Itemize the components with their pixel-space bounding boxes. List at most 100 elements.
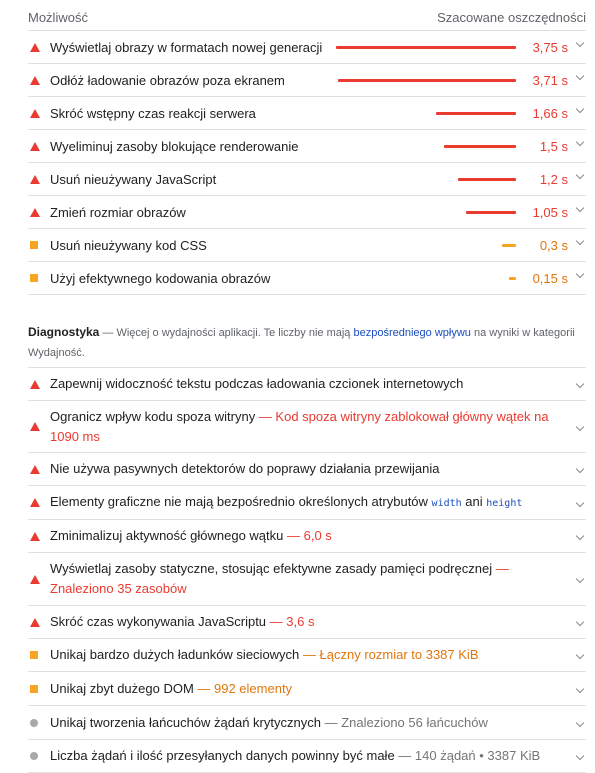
severity-icon-cell	[28, 718, 46, 727]
diagnostic-row[interactable]: Liczba żądań i ilość przesyłanych danych…	[28, 739, 586, 773]
chevron-down-icon[interactable]	[575, 718, 585, 727]
severity-icon-cell	[28, 464, 46, 474]
chevron-down-icon[interactable]	[575, 203, 585, 213]
opportunities-list: Wyświetlaj obrazy w formatach nowej gene…	[28, 30, 586, 295]
chevron-down-icon[interactable]	[575, 379, 585, 389]
diagnostic-row[interactable]: Wyświetlaj zasoby statyczne, stosując ef…	[28, 552, 586, 605]
savings-bar	[502, 244, 516, 247]
diagnostic-row[interactable]: Unikaj tworzenia łańcuchów żądań krytycz…	[28, 705, 586, 739]
savings-bar	[444, 145, 516, 148]
chevron-down-icon[interactable]	[575, 684, 585, 693]
severity-icon-cell	[28, 422, 46, 431]
diagnostics-header: Diagnostyka — Więcej o wydajności aplika…	[28, 322, 583, 363]
severity-icon-cell	[28, 574, 46, 584]
chevron-down-icon[interactable]	[575, 531, 585, 541]
savings-value: 3,71 s	[532, 72, 568, 88]
opportunity-row[interactable]: Użyj efektywnego kodowania obrazów 0,15 s	[28, 261, 586, 295]
severity-icon-cell	[28, 684, 46, 693]
diagnostic-detail: — 6,0 s	[283, 528, 332, 543]
average-square-icon	[30, 651, 38, 659]
savings-value: 1,05 s	[532, 204, 568, 220]
opportunity-row[interactable]: Usuń nieużywany kod CSS 0,3 s	[28, 228, 586, 261]
savings-bar	[458, 178, 516, 181]
diagnostics-title: Diagnostyka	[28, 325, 100, 339]
opportunity-row[interactable]: Wyświetlaj obrazy w formatach nowej gene…	[28, 30, 586, 63]
diagnostic-row[interactable]: Elementy graficzne nie mają bezpośrednio…	[28, 485, 586, 519]
chevron-down-icon[interactable]	[575, 38, 585, 48]
opportunity-row[interactable]: Usuń nieużywany JavaScript 1,2 s	[28, 162, 586, 195]
chevron-down-icon[interactable]	[575, 751, 585, 761]
severity-icon-cell	[28, 141, 46, 151]
severity-icon-cell	[28, 241, 46, 249]
diagnostic-title: Elementy graficzne nie mają bezpośrednio…	[50, 493, 428, 509]
diagnostic-text: Zminimalizuj aktywność głównego wątku — …	[50, 526, 362, 546]
savings-value: 0,15 s	[532, 270, 568, 286]
diagnostic-title: Ogranicz wpływ kodu spoza witryny	[50, 408, 256, 424]
diagnostic-row[interactable]: Unikaj zbyt dużego DOM — 992 elementy	[28, 671, 586, 705]
chevron-down-icon[interactable]	[575, 71, 585, 81]
savings-bar	[336, 46, 516, 49]
severity-icon-cell	[28, 752, 46, 760]
diagnostic-text: Unikaj tworzenia łańcuchów żądań krytycz…	[50, 713, 518, 733]
savings-column-label: Szacowane oszczędności	[437, 9, 586, 25]
average-square-icon	[30, 274, 38, 282]
diagnostic-detail: — Znaleziono 56 łańcuchów	[320, 714, 488, 730]
diagnostic-title: Nie używa pasywnych detektorów do popraw…	[50, 461, 440, 476]
savings-bar	[466, 211, 516, 214]
fail-triangle-icon	[30, 174, 40, 184]
chevron-down-icon[interactable]	[575, 236, 585, 246]
diagnostics-list: Zapewnij widoczność tekstu podczas ładow…	[28, 367, 586, 773]
severity-icon-cell	[28, 174, 46, 184]
diagnostic-detail: — 140 żądań • 3387 KiB	[394, 748, 541, 763]
opportunity-column-label: Możliwość	[28, 9, 88, 25]
diagnostic-title: Wyświetlaj zasoby statyczne, stosując ef…	[50, 561, 493, 576]
severity-icon-cell	[28, 617, 46, 627]
diagnostic-title: Liczba żądań i ilość przesyłanych danych…	[50, 748, 395, 763]
chevron-down-icon[interactable]	[575, 617, 585, 627]
opportunity-title: Użyj efektywnego kodowania obrazów	[50, 270, 271, 286]
opportunity-row[interactable]: Zmień rozmiar obrazów 1,05 s	[28, 195, 586, 228]
diagnostic-text: Nie używa pasywnych detektorów do popraw…	[50, 459, 469, 479]
diagnostics-intro-end: na wyniki w kategorii Wydajność.	[28, 327, 575, 359]
chevron-down-icon[interactable]	[575, 104, 585, 114]
chevron-down-icon[interactable]	[575, 137, 585, 147]
diagnostic-detail: — 3,6 s	[266, 614, 315, 629]
severity-icon-cell	[28, 498, 46, 507]
fail-triangle-icon	[30, 75, 40, 85]
chevron-down-icon[interactable]	[575, 498, 585, 507]
diagnostic-row[interactable]: Nie używa pasywnych detektorów do popraw…	[28, 452, 586, 485]
severity-icon-cell	[28, 379, 46, 389]
chevron-down-icon[interactable]	[575, 464, 585, 474]
opportunity-title: Wyeliminuj zasoby blokujące renderowanie	[50, 138, 299, 154]
average-square-icon	[30, 684, 38, 693]
opportunity-row[interactable]: Skróć wstępny czas reakcji serwera 1,66 s	[28, 96, 586, 129]
opportunity-title: Zmień rozmiar obrazów	[50, 204, 186, 220]
fail-triangle-icon	[30, 42, 40, 52]
info-circle-icon	[30, 752, 38, 760]
diagnostic-text: Skróć czas wykonywania JavaScriptu — 3,6…	[50, 612, 344, 632]
diagnostic-row[interactable]: Unikaj bardzo dużych ładunków sieciowych…	[28, 638, 586, 671]
fail-triangle-icon	[30, 422, 40, 431]
opportunity-row[interactable]: Odłóż ładowanie obrazów poza ekranem 3,71…	[28, 63, 586, 96]
fail-triangle-icon	[30, 207, 40, 217]
fail-triangle-icon	[30, 617, 40, 627]
direct-impact-link[interactable]: bezpośredniego wpływu	[353, 327, 471, 339]
fail-triangle-icon	[30, 379, 40, 389]
severity-icon-cell	[28, 531, 46, 541]
severity-icon-cell	[28, 651, 46, 659]
severity-icon-cell	[28, 108, 46, 118]
diagnostic-row[interactable]: Zminimalizuj aktywność głównego wątku — …	[28, 519, 586, 552]
opportunity-title: Wyświetlaj obrazy w formatach nowej gene…	[50, 39, 323, 55]
diagnostic-text: Ogranicz wpływ kodu spoza witryny — Kod …	[50, 407, 586, 447]
diagnostic-text: Elementy graficzne nie mają bezpośrednio…	[50, 493, 523, 509]
diagnostic-row[interactable]: Ogranicz wpływ kodu spoza witryny — Kod …	[28, 400, 586, 452]
diagnostic-row[interactable]: Skróć czas wykonywania JavaScriptu — 3,6…	[28, 605, 586, 638]
chevron-down-icon[interactable]	[575, 269, 585, 279]
diagnostic-detail: — Łączny rozmiar to 3387 KiB	[299, 647, 479, 662]
diagnostic-row[interactable]: Zapewnij widoczność tekstu podczas ładow…	[28, 367, 586, 400]
chevron-down-icon[interactable]	[575, 170, 585, 180]
info-circle-icon	[30, 718, 38, 727]
opportunity-row[interactable]: Wyeliminuj zasoby blokujące renderowanie…	[28, 129, 586, 162]
chevron-down-icon[interactable]	[575, 650, 585, 660]
opportunity-title: Usuń nieużywany JavaScript	[50, 171, 217, 187]
